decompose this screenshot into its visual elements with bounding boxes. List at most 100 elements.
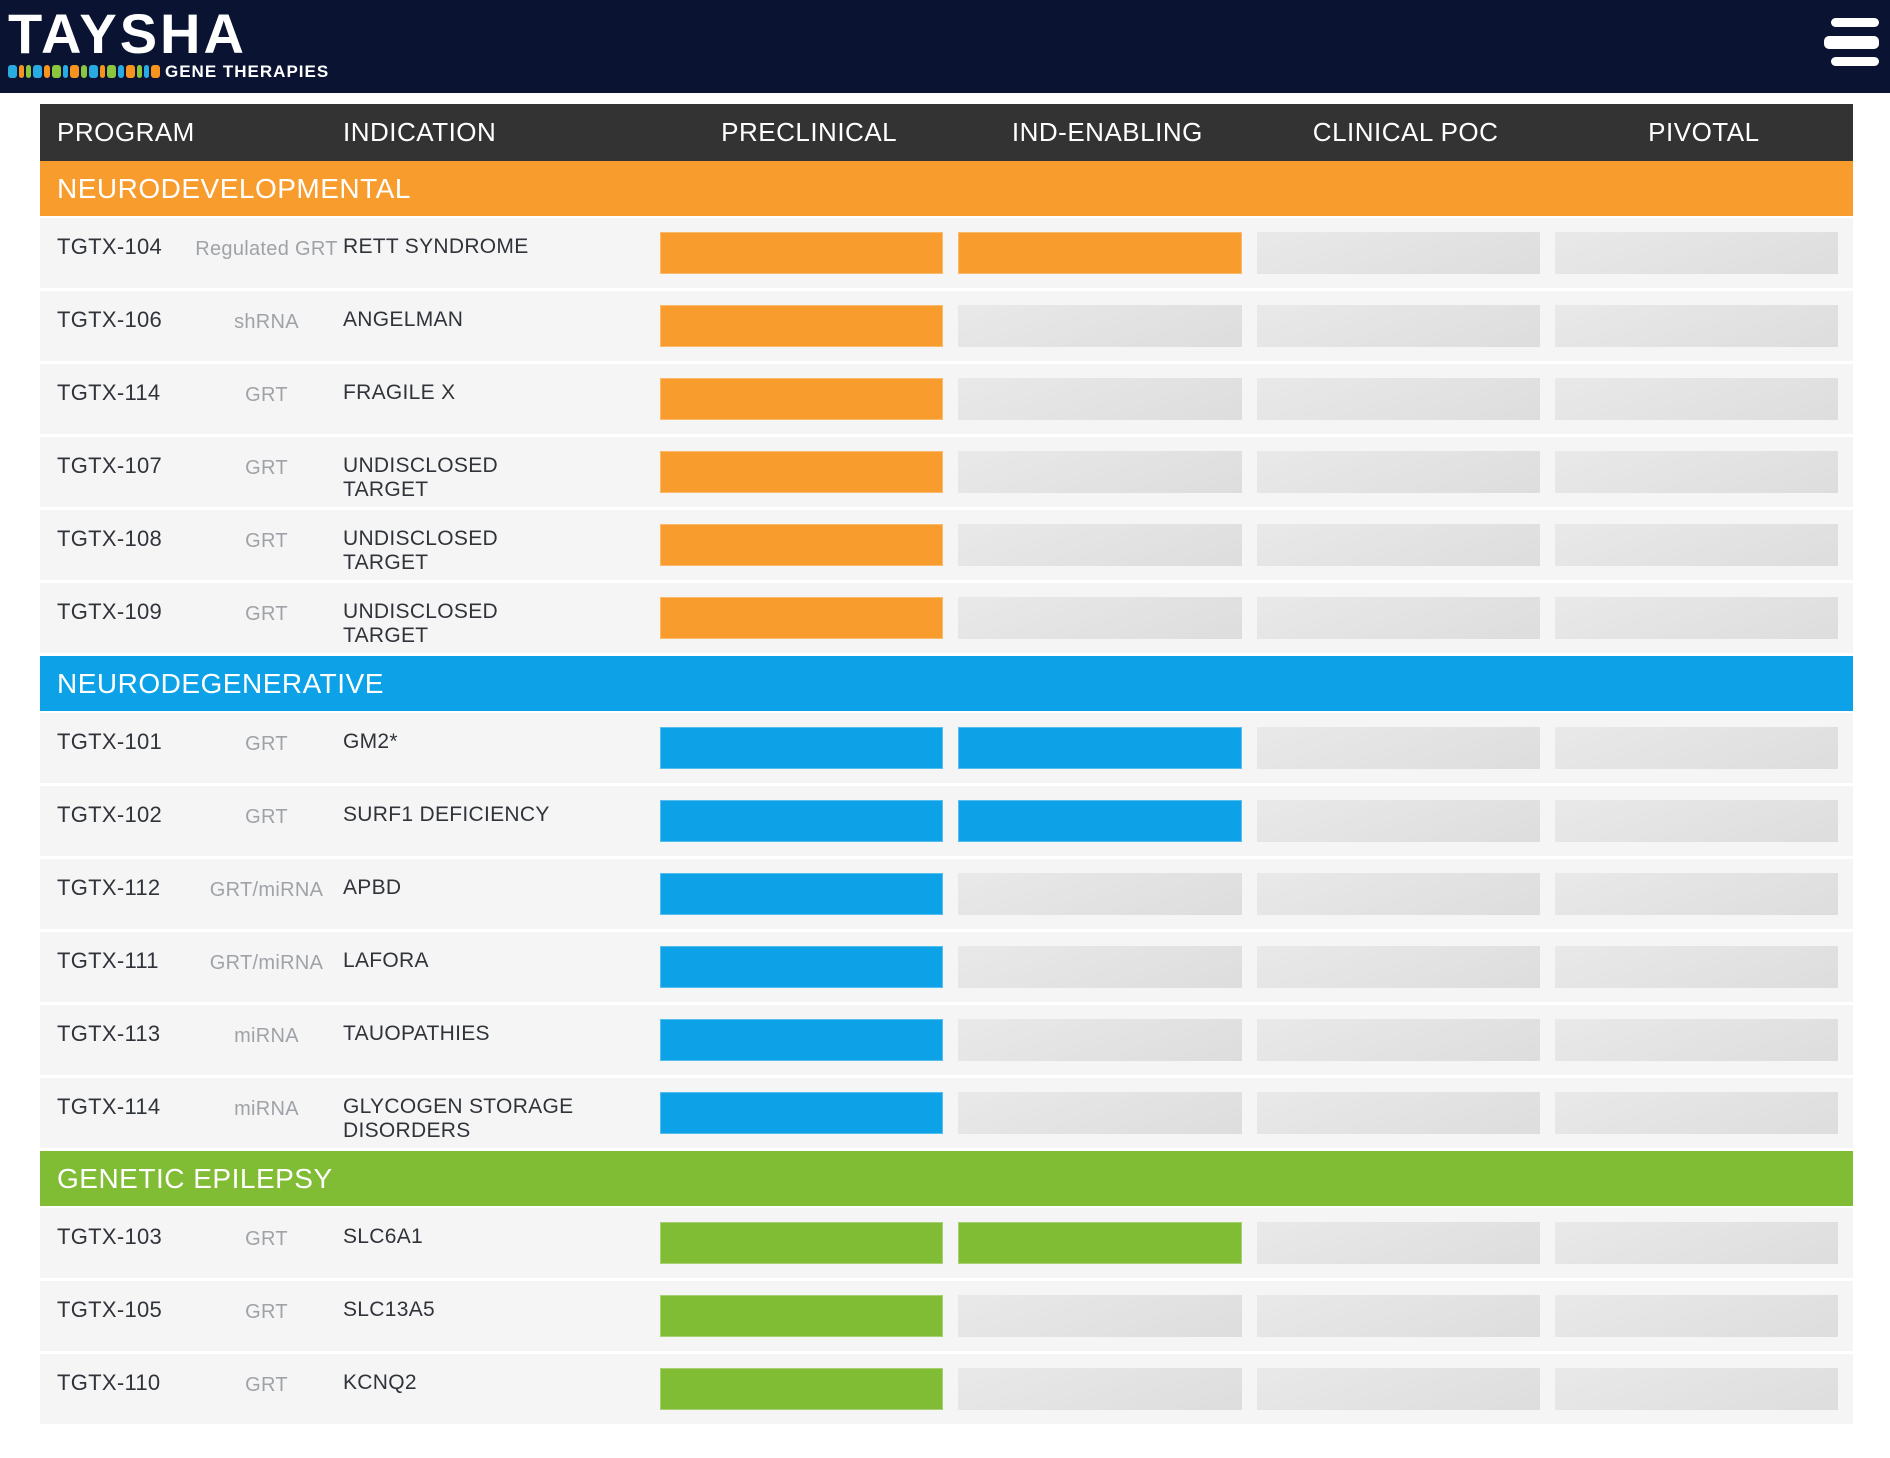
stage-bar-filled (660, 1295, 944, 1337)
pipeline-row: TGTX-114 miRNA GLYCOGEN STORAGE DISORDER… (40, 1078, 1853, 1151)
stage-cell-ind-enabling (958, 786, 1256, 856)
indication-name: SLC6A1 (343, 1225, 424, 1248)
stage-cell-preclinical (660, 437, 958, 507)
stage-cell-pivotal (1554, 1354, 1853, 1424)
logo-bar (89, 65, 98, 78)
pipeline-row: TGTX-106 shRNA ANGELMAN (40, 291, 1853, 364)
stage-cell-clinical-poc (1256, 1354, 1555, 1424)
program-id: TGTX-107 (57, 453, 163, 478)
program-id: TGTX-108 (57, 526, 163, 551)
indication-name: KCNQ2 (343, 1371, 417, 1394)
stage-bar-empty (1554, 232, 1838, 274)
program-id: TGTX-114 (57, 1094, 161, 1119)
program-modality: miRNA (234, 1098, 299, 1120)
stage-bar-empty (958, 1019, 1242, 1061)
pipeline-row: TGTX-109 GRT UNDISCLOSED TARGET (40, 583, 1853, 656)
stage-cell-preclinical (660, 510, 958, 580)
stage-bar-empty (1256, 873, 1540, 915)
stage-bar-empty (958, 378, 1242, 420)
stage-cell-clinical-poc (1256, 583, 1555, 653)
stage-bar-empty (1256, 1295, 1540, 1337)
stage-bar-empty (958, 873, 1242, 915)
stage-cell-clinical-poc (1256, 364, 1555, 434)
stage-bar-filled (660, 378, 944, 420)
logo-bar (144, 65, 149, 78)
column-header-pivotal: PIVOTAL (1648, 117, 1760, 147)
stage-bar-filled (958, 800, 1242, 842)
stage-bar-empty (1554, 305, 1838, 347)
column-header-ind-enabling: IND-ENABLING (1011, 117, 1203, 147)
stage-cell-pivotal (1554, 1005, 1853, 1075)
pipeline-row: TGTX-108 GRT UNDISCLOSED TARGET (40, 510, 1853, 583)
stage-bar-empty (1554, 378, 1838, 420)
stage-cell-pivotal (1554, 859, 1853, 929)
stage-bar-empty (1256, 1092, 1540, 1134)
logo-bar (63, 65, 68, 78)
pipeline-row: TGTX-110 GRT KCNQ2 (40, 1354, 1853, 1427)
stage-bar-empty (1554, 946, 1838, 988)
program-modality: GRT/miRNA (209, 952, 324, 974)
stage-bar-empty (958, 305, 1242, 347)
indication-name: TAUOPATHIES (343, 1022, 490, 1045)
stage-cell-preclinical (660, 1281, 958, 1351)
stage-cell-pivotal (1554, 932, 1853, 1002)
stage-bar-empty (958, 1368, 1242, 1410)
indication-name: SLC13A5 (343, 1298, 435, 1321)
program-modality: GRT (245, 1228, 288, 1250)
program-id: TGTX-105 (57, 1297, 163, 1322)
taysha-logo[interactable]: TAYSHA GENE THERAPIES (8, 6, 329, 81)
stage-cell-preclinical (660, 1005, 958, 1075)
stage-bar-empty (958, 1092, 1242, 1134)
stage-cell-pivotal (1554, 1078, 1853, 1148)
stage-bar-filled (660, 451, 944, 493)
stage-bar-empty (958, 451, 1242, 493)
stage-bar-filled (958, 727, 1242, 769)
program-id: TGTX-113 (57, 1021, 161, 1046)
stage-cell-pivotal (1554, 1208, 1853, 1278)
program-id: TGTX-112 (57, 875, 161, 900)
stage-bar-empty (958, 946, 1242, 988)
program-modality: GRT (245, 603, 288, 625)
indication-name: UNDISCLOSED TARGET (343, 527, 498, 575)
stage-bar-empty (1256, 727, 1540, 769)
logo-bar (100, 65, 105, 78)
stage-cell-ind-enabling (958, 1208, 1256, 1278)
program-modality: GRT (245, 457, 288, 479)
indication-name: UNDISCLOSED TARGET (343, 600, 498, 648)
pipeline-row: TGTX-105 GRT SLC13A5 (40, 1281, 1853, 1354)
pipeline-row: TGTX-107 GRT UNDISCLOSED TARGET (40, 437, 1853, 510)
logo-bar (81, 65, 87, 78)
program-id: TGTX-103 (57, 1224, 163, 1249)
program-modality: GRT (245, 530, 288, 552)
program-modality: GRT (245, 384, 288, 406)
logo-bar (8, 65, 17, 78)
program-modality: shRNA (234, 311, 299, 333)
logo-bar (33, 65, 42, 78)
stage-cell-preclinical (660, 218, 958, 288)
stage-cell-clinical-poc (1256, 932, 1555, 1002)
logo-bar (126, 65, 135, 78)
stage-cell-ind-enabling (958, 218, 1256, 288)
stage-bar-empty (1554, 1222, 1838, 1264)
stage-bar-filled (660, 1222, 944, 1264)
stage-bar-empty (958, 524, 1242, 566)
stage-bar-empty (1554, 1295, 1838, 1337)
stage-cell-clinical-poc (1256, 437, 1555, 507)
program-modality: GRT (245, 1301, 288, 1323)
stage-bar-filled (660, 1092, 944, 1134)
stage-cell-pivotal (1554, 510, 1853, 580)
section-header-neurodegenerative: NEURODEGENERATIVE (40, 656, 1853, 713)
stage-bar-empty (1256, 1368, 1540, 1410)
logo-bar (151, 65, 160, 78)
pipeline-row: TGTX-111 GRT/miRNA LAFORA (40, 932, 1853, 1005)
stage-bar-empty (1554, 1092, 1838, 1134)
stage-cell-ind-enabling (958, 291, 1256, 361)
stage-bar-empty (958, 597, 1242, 639)
stage-cell-preclinical (660, 583, 958, 653)
menu-button[interactable] (1823, 18, 1879, 66)
pipeline-row: TGTX-101 GRT GM2* (40, 713, 1853, 786)
indication-name: RETT SYNDROME (343, 235, 529, 258)
section-title: NEURODEGENERATIVE (57, 667, 384, 699)
stage-cell-ind-enabling (958, 1078, 1256, 1148)
top-banner: TAYSHA GENE THERAPIES (0, 0, 1890, 93)
